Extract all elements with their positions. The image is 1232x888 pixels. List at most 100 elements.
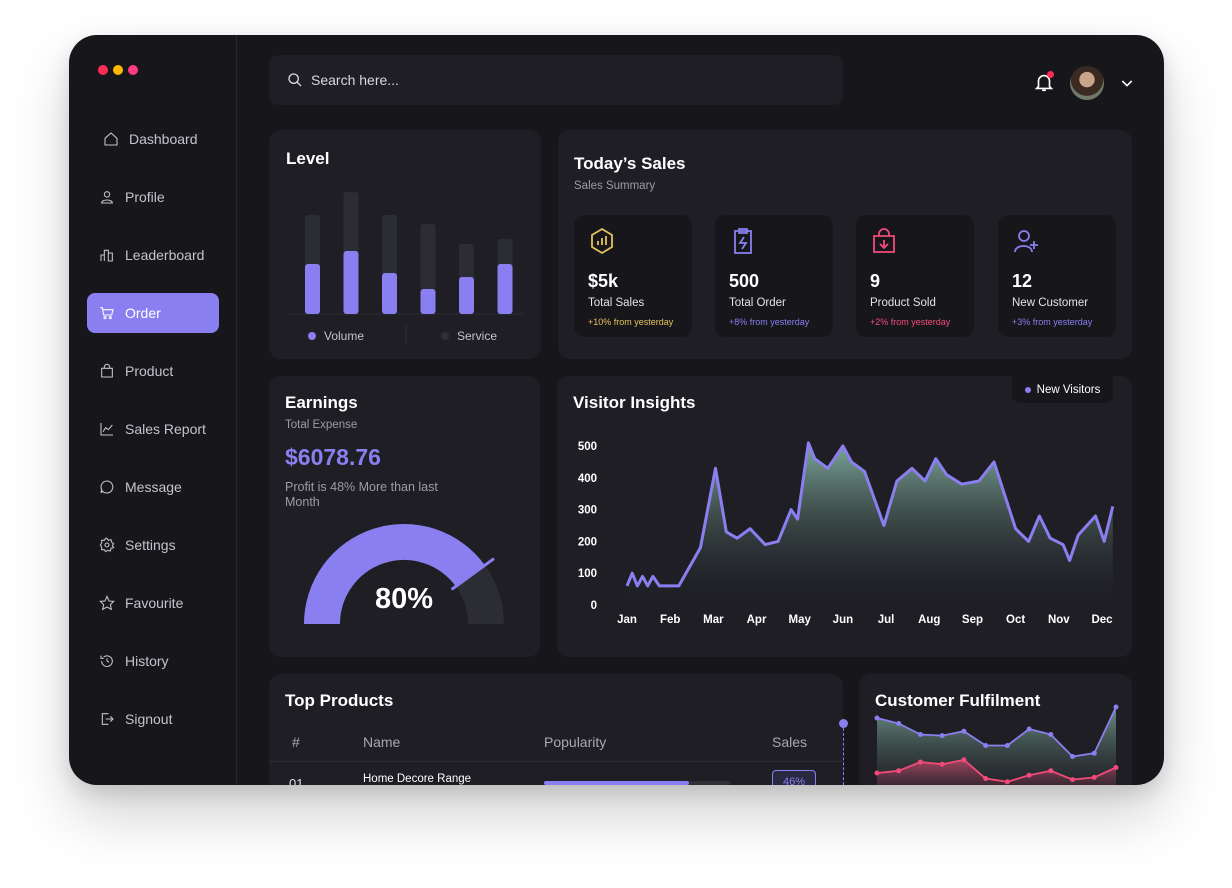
todays-sales-card: Today’s Sales Sales Summary $5k Total Sa… (558, 130, 1132, 359)
x-tick-label: Oct (1006, 614, 1025, 626)
bell-icon (1034, 74, 1054, 92)
popularity-track (544, 781, 730, 785)
fulfilment-series-2-area (877, 759, 1116, 785)
fulfilment-series-1-line (876, 706, 1117, 758)
sidebar-item-history[interactable]: History (87, 641, 219, 681)
stat-value: 500 (729, 271, 760, 291)
fulfilment-series-2-point (874, 770, 880, 776)
bar-volume (497, 264, 513, 314)
fulfilment-series-2-point (939, 761, 945, 767)
sidebar-item-message[interactable]: Message (87, 467, 219, 507)
customer-icon (1014, 230, 1038, 253)
sidebar-item-profile[interactable]: Profile (87, 177, 219, 217)
notification-button[interactable] (1033, 71, 1055, 93)
fulfilment-series-1-point (1004, 743, 1010, 748)
stat-value: $5k (588, 271, 619, 291)
popularity-fill (544, 781, 690, 785)
y-tick-label: 0 (591, 600, 597, 612)
level-bar-chart (287, 192, 523, 344)
sidebar-item-signout[interactable]: Signout (87, 699, 219, 739)
y-tick-label: 300 (578, 505, 597, 517)
stat-value: 9 (870, 271, 881, 291)
col-header-name: Name (363, 734, 401, 750)
sidebar-item-label: Product (125, 363, 174, 379)
stat-product-sold[interactable]: 9 Product Sold +2% from yesterday (856, 215, 974, 337)
sidebar-item-favourite[interactable]: Favourite (87, 583, 219, 623)
visitor-legend: New Visitors (1012, 376, 1113, 403)
earnings-subtitle: Total Expense (285, 419, 358, 431)
history-icon (100, 655, 113, 668)
series-line-new-visitors (625, 441, 1115, 588)
x-tick-label: Feb (660, 614, 680, 626)
bar-volume (305, 264, 320, 314)
scroll-handle[interactable] (839, 719, 848, 728)
col-header-popularity: Popularity (544, 734, 607, 750)
minimize-dot[interactable] (113, 65, 123, 75)
fulfilment-series-2-point (983, 776, 989, 781)
legend-service: Service (441, 329, 497, 343)
sidebar-item-leaderboard[interactable]: Leaderboard (87, 235, 219, 275)
fulfilment-series-2-point (1113, 765, 1119, 770)
window-controls (98, 65, 138, 75)
fulfilment-series-1-point (1091, 750, 1097, 756)
bar-volume (343, 251, 359, 314)
sidebar-item-product[interactable]: Product (87, 351, 219, 391)
sidebar-item-settings[interactable]: Settings (87, 525, 219, 565)
stat-new-customer[interactable]: 12 New Customer +3% from yesterday (998, 215, 1116, 337)
signout-icon (101, 713, 114, 725)
row-name: Home Decore Range (363, 773, 472, 785)
order-icon (734, 228, 752, 254)
fulfilment-series-1-point (917, 732, 923, 737)
table-divider (269, 761, 843, 762)
y-tick-label: 400 (578, 473, 597, 485)
sidebar-item-label: Order (125, 305, 161, 321)
col-header-num: # (292, 734, 300, 750)
sidebar-item-label: Dashboard (129, 131, 198, 147)
stat-total-order[interactable]: 500 Total Order +8% from yesterday (715, 215, 833, 337)
x-tick-label: Nov (1048, 614, 1070, 626)
maximize-dot[interactable] (128, 65, 138, 75)
sidebar-item-sales-report[interactable]: Sales Report (87, 409, 219, 449)
legend-dot-volume (308, 332, 316, 340)
stat-change: +2% from yesterday (870, 317, 951, 327)
bar-volume (382, 273, 397, 314)
stat-change: +8% from yesterday (729, 317, 810, 327)
gauge-label: 80% (374, 583, 434, 615)
x-tick-label: Dec (1091, 614, 1113, 626)
x-tick-label: May (789, 614, 812, 626)
fulfilment-area-chart (874, 704, 1119, 785)
scroll-track[interactable] (843, 723, 845, 785)
fulfilment-series-2-line (876, 758, 1117, 783)
fulfilment-series-2-point (1070, 777, 1076, 783)
level-title: Level (286, 149, 330, 168)
todays-sales-subtitle: Sales Summary (574, 180, 656, 192)
row-num: 01 (289, 776, 304, 785)
cart-icon (100, 307, 114, 320)
bar-volume (459, 277, 474, 314)
chevron-down-icon[interactable] (1119, 75, 1135, 96)
fulfilment-series-2-point (917, 759, 923, 765)
stat-total-sales[interactable]: $5k Total Sales +10% from yesterday (574, 215, 692, 337)
legend-volume: Volume (308, 329, 364, 343)
sidebar-item-dashboard[interactable]: Dashboard (87, 119, 219, 159)
sidebar-item-label: Profile (125, 189, 165, 205)
stat-label: Product Sold (870, 297, 936, 309)
avatar[interactable] (1070, 66, 1104, 100)
y-tick-label: 500 (578, 441, 597, 453)
fulfilment-series-2-point (896, 768, 902, 774)
sidebar-item-order[interactable]: Order (87, 293, 219, 333)
x-tick-label: Jan (617, 614, 637, 626)
close-dot[interactable] (98, 65, 108, 75)
sidebar-item-label: Favourite (125, 595, 184, 611)
sidebar-item-label: Message (125, 479, 182, 495)
y-tick-label: 200 (578, 536, 597, 548)
earnings-gauge (304, 524, 504, 625)
user-icon (101, 191, 113, 204)
sales-badge: 46% (772, 770, 816, 785)
table-row[interactable]: 01 Home Decore Range 46% (269, 762, 843, 785)
fulfilment-series-2-point (1091, 774, 1097, 780)
y-tick-label: 100 (578, 568, 597, 580)
fulfilment-series-1-point (1070, 754, 1076, 759)
search-input[interactable] (311, 72, 711, 88)
x-tick-label: Mar (703, 614, 724, 626)
